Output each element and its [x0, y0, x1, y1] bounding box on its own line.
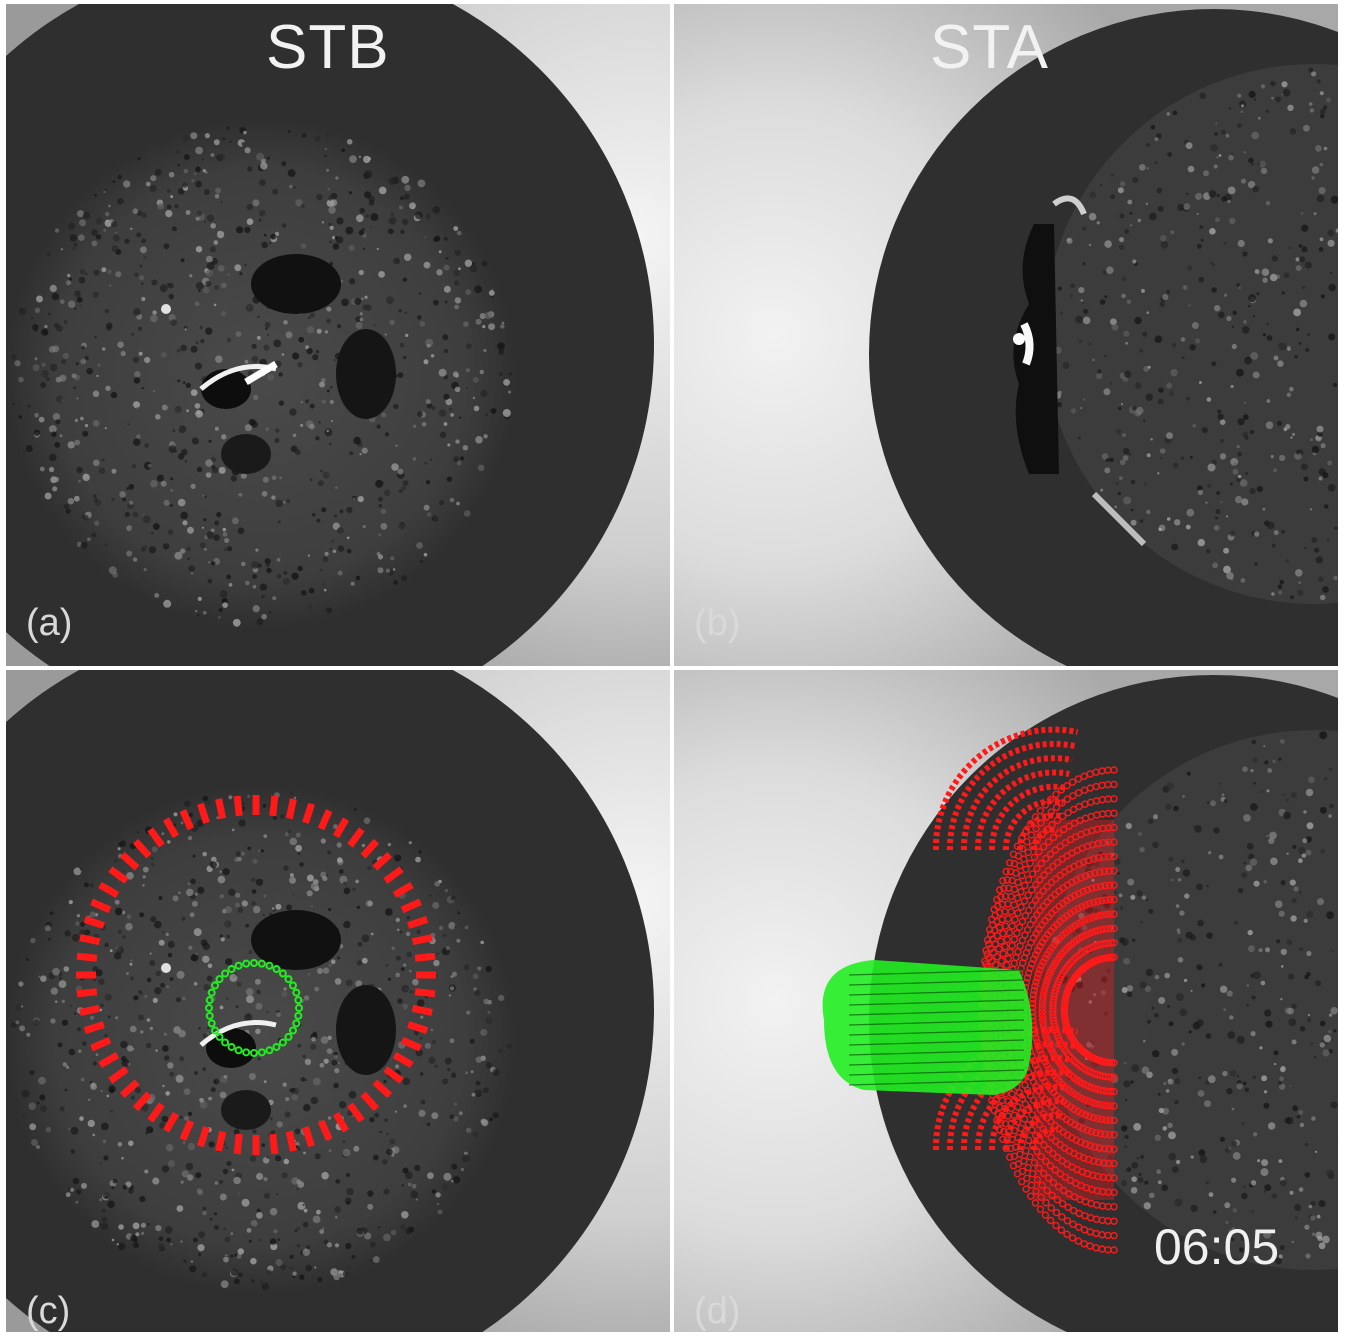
model-flux-rope: [822, 960, 1033, 1095]
timestamp: 06:05: [1154, 1219, 1280, 1275]
panel-c-stb-model-overlay: (c): [6, 670, 670, 1332]
panel-label-c: (c): [26, 1290, 71, 1332]
panel-d-sta-model-overlay: 06:05 (d): [674, 670, 1338, 1332]
euv-disk: [6, 785, 516, 1295]
panel-label-b: (b): [694, 602, 741, 644]
panel-a-stb-image: STB (a): [6, 4, 670, 666]
euv-disk: [1044, 64, 1338, 604]
panel-label-d: (d): [694, 1290, 741, 1332]
model-outer-ring: [76, 795, 436, 1155]
panel-a-scene: [6, 4, 670, 666]
panel-b-sta-image: STA (b): [674, 4, 1338, 666]
header-sta: STA: [930, 13, 1049, 82]
panel-b-scene: [674, 4, 1338, 666]
panel-c-scene: [6, 670, 670, 1332]
panel-d-scene: [674, 670, 1338, 1332]
panel-label-a: (a): [26, 602, 73, 644]
header-stb: STB: [266, 13, 390, 82]
model-inner-ring: [205, 959, 303, 1057]
horizontal-divider: [0, 666, 1351, 669]
